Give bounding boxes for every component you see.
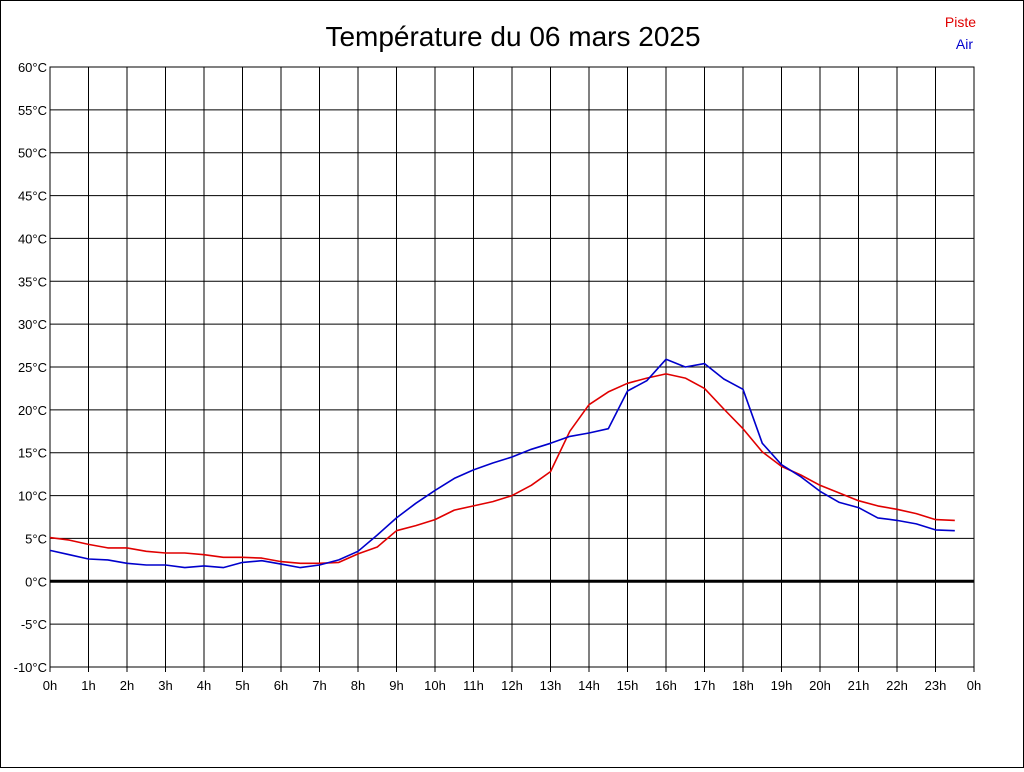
series-lines xyxy=(49,358,955,569)
x-tick-label: 0h xyxy=(967,678,981,693)
x-tick-label: 1h xyxy=(81,678,95,693)
x-tick-label: 5h xyxy=(235,678,249,693)
y-tick-label: 30°C xyxy=(18,317,47,332)
x-tick-label: 0h xyxy=(43,678,57,693)
legend-piste: Piste xyxy=(945,14,976,30)
y-tick-label: 55°C xyxy=(18,103,47,118)
x-tick-label: 9h xyxy=(389,678,403,693)
y-tick-label: 45°C xyxy=(18,189,47,204)
x-tick-label: 12h xyxy=(501,678,523,693)
x-tick-label: 4h xyxy=(197,678,211,693)
x-tick-label: 11h xyxy=(463,678,484,693)
x-tick-label: 21h xyxy=(848,678,870,693)
x-tick-label: 2h xyxy=(120,678,134,693)
y-tick-label: 0°C xyxy=(25,574,47,589)
x-tick-label: 22h xyxy=(886,678,908,693)
y-tick-label: 20°C xyxy=(18,403,47,418)
x-tick-label: 13h xyxy=(540,678,562,693)
y-tick-label: 35°C xyxy=(18,274,47,289)
x-tick-label: 16h xyxy=(655,678,677,693)
x-tick-label: 20h xyxy=(809,678,831,693)
y-tick-label: 10°C xyxy=(18,489,47,504)
x-tick-label: 8h xyxy=(351,678,365,693)
y-axis: 60°C 55°C 50°C 45°C 40°C 35°C 30°C 25°C 20°C 15°C… xyxy=(14,60,47,675)
x-tick-label: 17h xyxy=(694,678,716,693)
x-tick-label: 3h xyxy=(158,678,172,693)
y-tick-label: -10°C xyxy=(14,660,47,675)
y-tick-label: 15°C xyxy=(18,446,47,461)
x-tick-label: 10h xyxy=(424,678,446,693)
y-tick-label: 5°C xyxy=(25,531,47,546)
y-tick-label: 25°C xyxy=(18,360,47,375)
x-tick-label: 18h xyxy=(732,678,754,693)
y-tick-label: -5°C xyxy=(21,617,47,632)
x-tick-label: 14h xyxy=(578,678,600,693)
series-line-piste xyxy=(49,373,955,565)
series-line-air xyxy=(49,358,955,569)
x-tick-label: 6h xyxy=(274,678,288,693)
y-tick-label: 40°C xyxy=(18,231,47,246)
legend-air: Air xyxy=(956,36,973,52)
x-tick-label: 23h xyxy=(925,678,947,693)
x-tick-label: 7h xyxy=(312,678,326,693)
x-axis: 0h 1h 2h 3h 4h 5h 6h 7h 8h 9h 10h 11h 12h 13h 14h 15h 16… xyxy=(43,678,981,693)
y-tick-label: 60°C xyxy=(18,60,47,75)
x-tick-label: 15h xyxy=(617,678,639,693)
chart-title: Température du 06 mars 2025 xyxy=(325,21,700,52)
grid xyxy=(49,66,975,672)
y-tick-label: 50°C xyxy=(18,146,47,161)
x-tick-label: 19h xyxy=(771,678,793,693)
